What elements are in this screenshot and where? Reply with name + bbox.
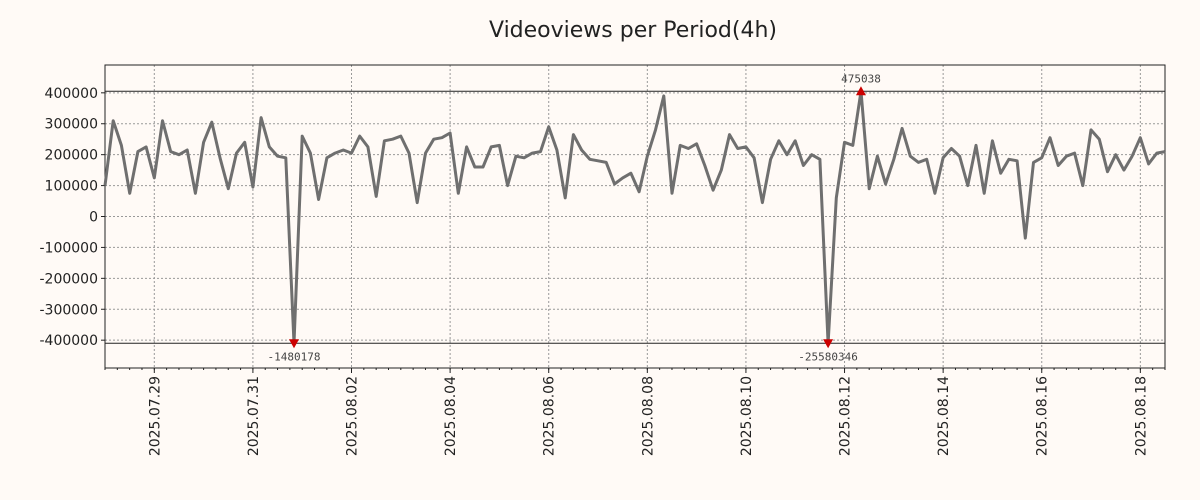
- x-tick-label: 2025.07.29: [147, 376, 163, 456]
- min-annotation-label: -25580346: [798, 350, 858, 363]
- x-tick-label: 2025.08.16: [1035, 376, 1051, 456]
- y-tick-label: -400000: [40, 333, 99, 349]
- y-tick-label: 300000: [45, 117, 98, 133]
- y-tick-label: 0: [89, 210, 98, 226]
- y-axis: -400000 -300000 -200000 -100000 0 100000 20000…: [40, 86, 105, 349]
- x-tick-label: 2025.08.08: [640, 376, 656, 456]
- y-tick-label: -300000: [40, 302, 99, 318]
- max-marker: [855, 86, 866, 96]
- x-tick-label: 2025.08.06: [542, 376, 558, 456]
- x-tick-label: 2025.08.18: [1133, 376, 1149, 456]
- y-tick-label: 100000: [45, 179, 98, 195]
- y-tick-label: -100000: [40, 240, 99, 256]
- x-tick-label: 2025.08.02: [345, 376, 361, 456]
- y-tick-label: -200000: [40, 271, 99, 287]
- x-tick-label: 2025.07.31: [246, 376, 262, 456]
- x-tick-label: 2025.08.12: [838, 376, 854, 456]
- min-marker: [823, 339, 834, 349]
- min-annotation-label: -1480178: [268, 350, 321, 363]
- min-marker: [288, 339, 299, 349]
- x-tick-label: 2025.08.10: [739, 376, 755, 456]
- chart-title: Videoviews per Period(4h): [489, 18, 777, 43]
- y-tick-label: 200000: [45, 148, 98, 164]
- x-tick-label: 2025.08.14: [936, 376, 952, 456]
- annotations: 475038 -1480178 -25580346: [268, 72, 881, 363]
- x-tick-label: 2025.08.04: [443, 376, 459, 456]
- grid: [105, 65, 1165, 368]
- max-annotation-label: 475038: [841, 72, 881, 85]
- reference-lines: [105, 90, 1165, 344]
- x-axis: 2025.07.29 2025.07.31 2025.08.02 2025.08.04…: [104, 368, 1166, 456]
- y-tick-label: 400000: [45, 86, 98, 102]
- series-line: [103, 89, 1166, 345]
